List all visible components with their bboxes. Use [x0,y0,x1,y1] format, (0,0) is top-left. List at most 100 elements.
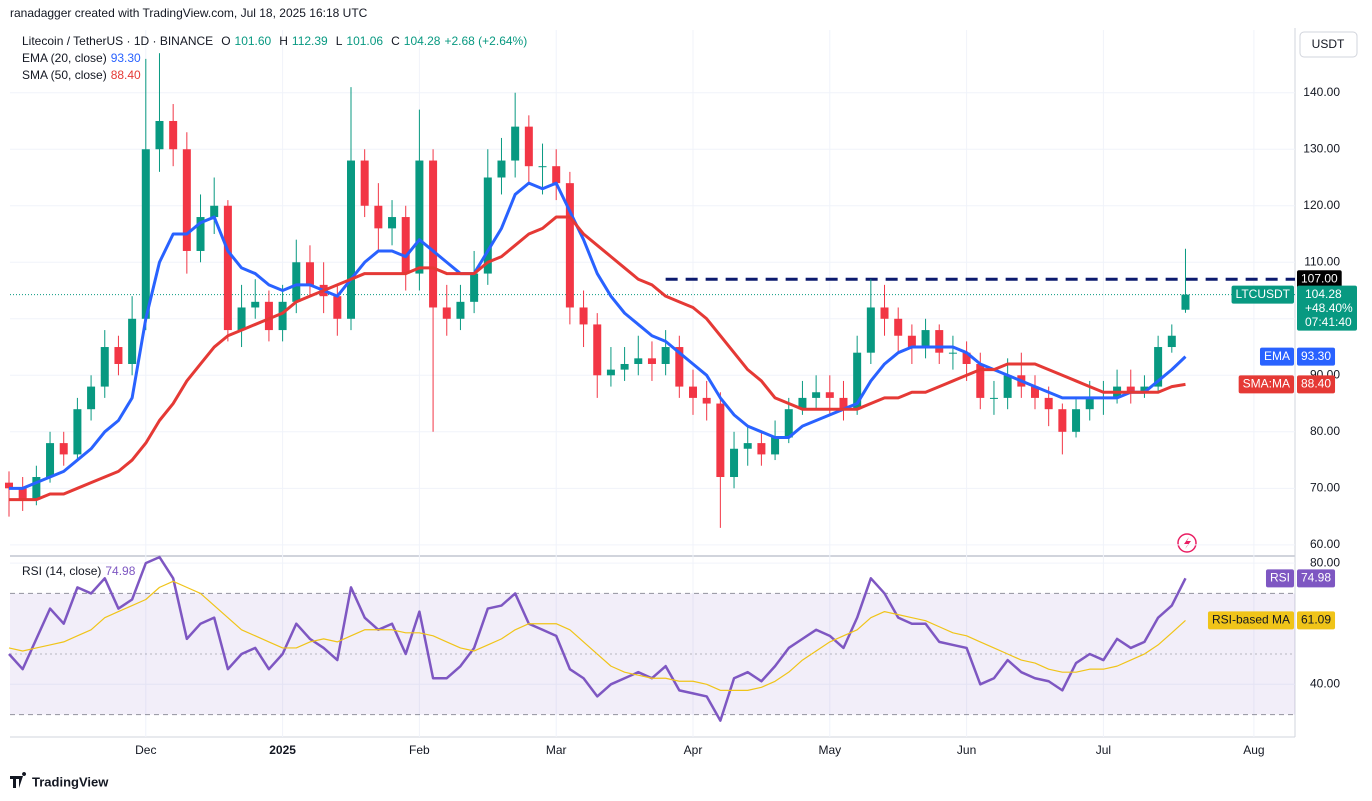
candle-body [880,307,889,319]
candle-body [743,443,752,449]
x-tick-label: Feb [409,743,430,757]
candle-body [46,443,55,478]
legend-value: 74.98 [105,564,135,578]
brand-name[interactable]: TradingView [32,774,109,789]
candle-body [401,217,410,274]
candle-body [497,160,506,178]
candle-body [1126,386,1135,393]
overlay-value-tag: 88.40 [1297,375,1336,394]
price-tag-box [1297,285,1357,331]
symbol-tag: LTCUSDT [1231,285,1294,304]
rsi-value-tag-box [1297,569,1336,588]
y-tick-label: 140.00 [1303,85,1340,99]
rsi-tick-label: 40.00 [1310,676,1340,690]
candle-body [347,160,355,319]
legend-row: SMA (50, close) 88.40 [22,68,141,82]
candle-body [264,301,273,331]
candle-body [305,262,314,285]
x-tick-label: Jul [1096,743,1111,757]
overlay-name-tag: EMA [1259,347,1294,366]
candle-body [87,386,96,410]
candle-body [716,403,725,478]
overlay-name-tag-box [1238,375,1294,394]
candle-body [237,307,246,331]
overlay-name-tag-box [1259,347,1294,366]
candle-body [853,352,862,410]
legend-name: SMA (50, close) [22,68,107,82]
candle-body [866,307,875,353]
y-tick-label: 110.00 [1304,254,1340,268]
candle-body [182,149,191,251]
legend-key: H [279,34,288,48]
candle-body [169,120,178,150]
legend-change: +2.68 (+2.64%) [444,34,527,48]
legend-value: 88.40 [111,68,141,82]
alert-icon[interactable] [1177,533,1197,553]
candle-body [1085,397,1094,410]
brand-logo[interactable] [10,772,27,788]
candle-body [100,347,109,387]
candle-body [689,386,697,398]
candle-body [360,160,369,206]
currency-button[interactable] [1299,31,1358,58]
candle-body [18,488,27,500]
candle-body [374,205,383,229]
symbol-tag-text: LTCUSDT [1236,287,1291,301]
alert-bolt[interactable] [1184,537,1191,549]
candle-body [921,330,930,348]
candle-body [1072,409,1081,432]
candle-body [483,177,492,274]
candle-body [278,301,287,331]
brand[interactable]: TradingView [10,772,109,789]
currency[interactable]: USDT [1312,37,1345,51]
rsi-band [10,593,1295,715]
alert-circle[interactable] [1177,533,1197,553]
candle-body [962,352,971,364]
candle-body [429,160,438,308]
x-tick-label: Dec [135,743,156,757]
candle-body [675,347,684,387]
candle-body [155,120,164,150]
candle-body [907,335,916,348]
candle-body [552,166,561,184]
rsi-name-tag-text: RSI-based MA [1212,613,1290,627]
rsi-name-tag: RSI [1265,569,1294,588]
candle-body [579,307,588,325]
price-tag-change: +48.40% [1305,301,1353,315]
candle-body [59,443,68,455]
candle-body [798,397,807,410]
candle-body [565,183,574,308]
overlay-name-tag-text: EMA [1264,349,1290,363]
candle-body [32,477,41,500]
x-tick-label: Aug [1243,743,1264,757]
overlay-name-tag: SMA:MA [1238,375,1294,394]
candle-body [1003,375,1012,398]
y-tick-label: 120.00 [1303,198,1340,212]
candle-body [702,397,711,404]
candle-body [538,166,547,168]
rsi-name-tag-box [1207,611,1294,630]
candle-body [456,301,465,319]
legend-value: 112.39 [292,34,328,48]
candle-body [812,392,821,398]
candle-body [292,262,301,302]
candle-body [1044,397,1053,410]
overlay-name-tag-text: SMA:MA [1243,377,1290,391]
candle-body [73,409,82,455]
candle-body [989,397,998,399]
candle-body [1181,294,1190,310]
candle-body [784,409,793,438]
y-tick-label: 70.00 [1310,480,1340,494]
candle-body [661,347,670,364]
moving-average [9,181,1187,490]
price-tag-value: 104.28 [1305,287,1342,301]
rsi-line [8,555,1187,722]
candle-body [114,347,123,364]
candle-body [935,330,944,353]
rsi-value-tag: 74.98 [1297,569,1336,588]
rsi-value-tag: 61.09 [1297,611,1336,630]
legend-key: C [391,34,400,48]
legend-value: 93.30 [111,51,141,65]
